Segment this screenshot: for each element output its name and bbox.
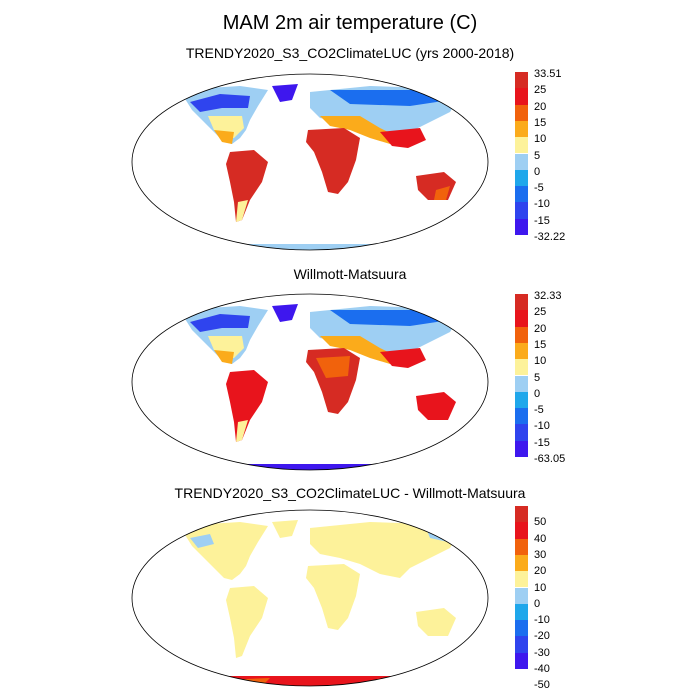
colorbar-box xyxy=(515,636,528,653)
land-eurasia xyxy=(310,522,460,578)
land-greenland xyxy=(272,304,298,322)
colorbar-box xyxy=(515,391,528,409)
colorbar-label: 15 xyxy=(534,338,547,351)
land-africa xyxy=(306,564,360,630)
colorbar-label: -50 xyxy=(534,679,550,692)
colorbar-box xyxy=(515,120,528,138)
colorbar-label: 32.33 xyxy=(534,290,562,302)
colorbar-box xyxy=(515,342,528,360)
colorbar-box xyxy=(515,375,528,392)
colorbar-label: -63.05 xyxy=(534,453,566,465)
colorbar-label: -30 xyxy=(534,646,550,659)
colorbar-label: 33.51 xyxy=(534,68,562,80)
colorbar-box xyxy=(515,137,528,154)
land-australia xyxy=(416,608,456,636)
colorbar-box xyxy=(515,587,528,604)
colorbar-label: -15 xyxy=(534,436,550,449)
colorbar-label: 5 xyxy=(534,149,541,162)
colorbar-box xyxy=(515,424,528,441)
map-obs xyxy=(131,293,489,471)
colorbar-box xyxy=(515,522,528,539)
map-model xyxy=(131,73,489,251)
colorbar-label: -10 xyxy=(534,614,550,627)
panel-title-model: TRENDY2020_S3_CO2ClimateLUC (yrs 2000-20… xyxy=(185,45,515,61)
colorbar-label: 10 xyxy=(534,355,547,368)
colorbar-box xyxy=(515,652,528,669)
colorbar-label: 5 xyxy=(534,371,541,384)
land-antarctica xyxy=(170,464,450,470)
colorbar-label: 40 xyxy=(534,532,547,545)
colorbar-box xyxy=(515,153,528,170)
land-south-america xyxy=(226,586,268,658)
colorbar-label: 25 xyxy=(534,84,547,97)
colorbar-label: -20 xyxy=(534,630,550,643)
colorbar-label: 10 xyxy=(534,133,547,146)
panel-title-diff: TRENDY2020_S3_CO2ClimateLUC - Willmott-M… xyxy=(174,485,526,501)
colorbar-label: 30 xyxy=(534,548,547,561)
colorbar-label: -5 xyxy=(534,404,544,417)
colorbar-box xyxy=(515,440,528,457)
colorbar-label: -10 xyxy=(534,198,550,211)
land-antarctica xyxy=(170,244,450,250)
land-africa xyxy=(306,128,360,194)
map-diff xyxy=(131,509,489,687)
land-south-america xyxy=(226,150,268,222)
colorbar-box xyxy=(515,202,528,219)
colorbar-box xyxy=(515,554,528,572)
land-south-america xyxy=(226,370,268,442)
colorbar-label: 20 xyxy=(534,565,547,578)
colorbar-label: 15 xyxy=(534,116,547,129)
land-australia xyxy=(416,392,456,420)
colorbar-label: -32.22 xyxy=(534,231,566,243)
colorbar-label: 0 xyxy=(534,387,541,400)
colorbar-box xyxy=(515,218,528,235)
colorbar-box xyxy=(515,506,528,523)
colorbar-box xyxy=(515,538,528,555)
colorbar-box xyxy=(515,186,528,203)
land-greenland xyxy=(272,520,298,538)
colorbar-box xyxy=(515,326,528,343)
colorbar-label: -40 xyxy=(534,663,550,675)
colorbar-box xyxy=(515,603,528,621)
colorbar-box xyxy=(515,88,528,105)
colorbar-label: 0 xyxy=(534,165,541,178)
land-greenland xyxy=(272,84,298,102)
colorbar-label: -5 xyxy=(534,182,544,195)
colorbar-box xyxy=(515,571,528,588)
colorbar-box xyxy=(515,310,528,327)
colorbar-label: 25 xyxy=(534,306,547,319)
colorbar-box xyxy=(515,169,528,187)
colorbar-label: 0 xyxy=(534,597,541,610)
colorbar-label: 10 xyxy=(534,581,547,594)
panel-title-obs: Willmott-Matsuura xyxy=(293,266,407,282)
colorbar-label: -15 xyxy=(534,214,550,227)
colorbar-box xyxy=(515,294,528,311)
colorbar-label: -10 xyxy=(534,420,550,433)
colorbar-box xyxy=(515,620,528,637)
colorbar-box xyxy=(515,359,528,376)
colorbar-box xyxy=(515,408,528,425)
colorbar-label: 20 xyxy=(534,100,547,113)
colorbar-label: 20 xyxy=(534,322,547,335)
colorbar-box xyxy=(515,72,528,89)
colorbar-box xyxy=(515,104,528,121)
figure-title: MAM 2m air temperature (C) xyxy=(222,12,478,34)
colorbar-label: 50 xyxy=(534,516,547,529)
